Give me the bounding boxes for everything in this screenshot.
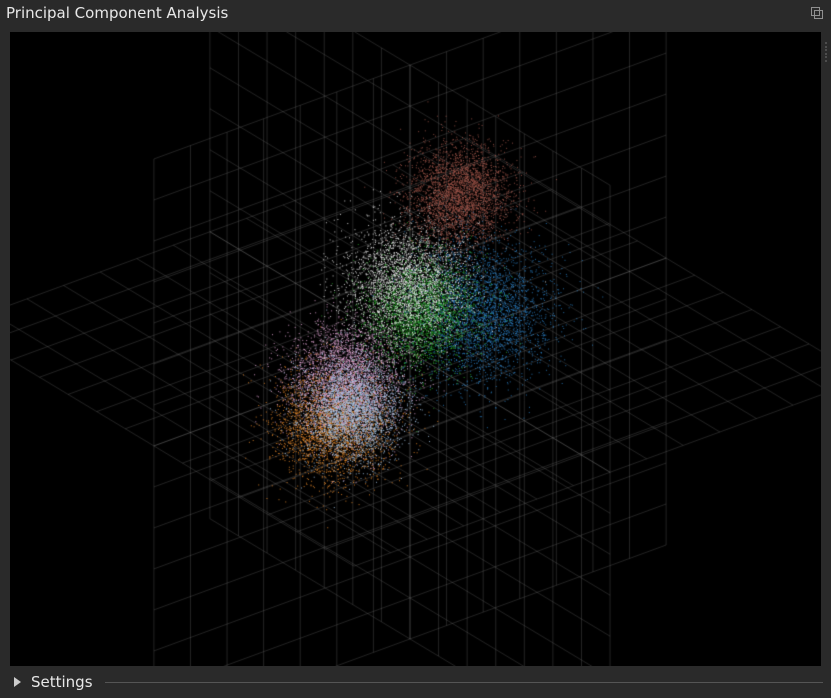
pca-3d-viewport[interactable] <box>10 32 821 666</box>
separator <box>105 682 823 683</box>
settings-label: Settings <box>31 673 93 691</box>
scatter-layer <box>10 32 821 666</box>
detach-icon[interactable] <box>809 5 825 21</box>
settings-disclosure[interactable]: Settings <box>14 673 93 691</box>
titlebar[interactable]: Principal Component Analysis <box>0 0 831 26</box>
panel-drag-handle[interactable] <box>823 42 829 62</box>
window-title: Principal Component Analysis <box>6 4 809 22</box>
pca-window: Principal Component Analysis Settings <box>0 0 831 698</box>
bottombar: Settings <box>0 670 831 698</box>
chevron-right-icon <box>14 677 21 687</box>
